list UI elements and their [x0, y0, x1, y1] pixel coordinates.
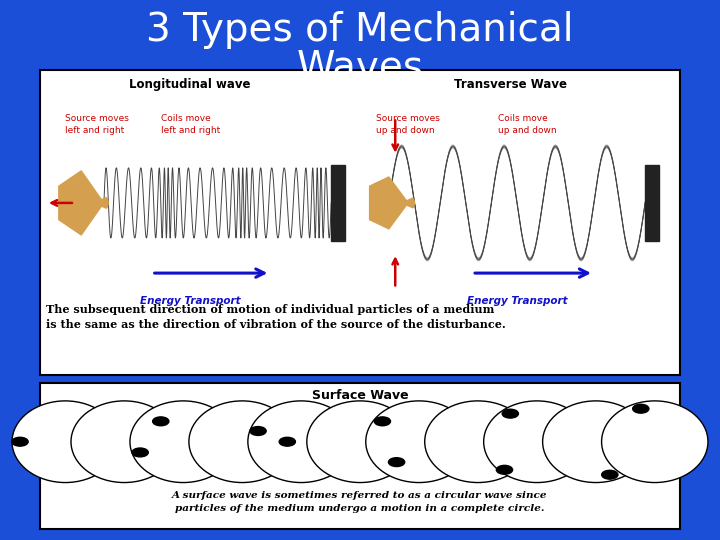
Wedge shape — [402, 198, 415, 208]
Text: Coils move
left and right: Coils move left and right — [161, 114, 220, 134]
Text: Transverse Wave: Transverse Wave — [454, 78, 567, 91]
Ellipse shape — [250, 427, 266, 435]
Ellipse shape — [633, 404, 649, 413]
Text: Coils move
up and down: Coils move up and down — [498, 114, 557, 134]
Text: Waves: Waves — [297, 49, 423, 86]
Ellipse shape — [12, 401, 118, 483]
Ellipse shape — [71, 401, 177, 483]
Text: Longitudinal wave: Longitudinal wave — [130, 78, 251, 91]
Ellipse shape — [602, 401, 708, 483]
FancyBboxPatch shape — [40, 383, 680, 529]
Ellipse shape — [132, 448, 148, 457]
Bar — [331, 165, 346, 241]
Ellipse shape — [502, 409, 518, 418]
Ellipse shape — [602, 470, 618, 479]
Ellipse shape — [153, 417, 169, 426]
Text: Surface Wave: Surface Wave — [312, 389, 408, 402]
Ellipse shape — [279, 437, 295, 446]
Polygon shape — [59, 171, 104, 235]
Text: Energy Transport: Energy Transport — [467, 296, 567, 306]
Ellipse shape — [484, 401, 590, 483]
Ellipse shape — [374, 417, 390, 426]
Text: 3 Types of Mechanical: 3 Types of Mechanical — [146, 11, 574, 49]
Ellipse shape — [425, 401, 531, 483]
FancyBboxPatch shape — [40, 70, 680, 375]
Ellipse shape — [130, 401, 236, 483]
Ellipse shape — [543, 401, 649, 483]
Text: Source moves
up and down: Source moves up and down — [376, 114, 440, 134]
Ellipse shape — [389, 458, 405, 467]
Text: Source moves
left and right: Source moves left and right — [66, 114, 129, 134]
Ellipse shape — [248, 401, 354, 483]
Wedge shape — [94, 198, 108, 208]
Text: Energy Transport: Energy Transport — [140, 296, 240, 306]
Text: The subsequent direction of motion of individual particles of a medium
is the sa: The subsequent direction of motion of in… — [46, 303, 505, 329]
Text: A surface wave is sometimes referred to as a circular wave since
particles of th: A surface wave is sometimes referred to … — [172, 490, 548, 513]
Ellipse shape — [189, 401, 295, 483]
Bar — [645, 165, 660, 241]
Ellipse shape — [307, 401, 413, 483]
Ellipse shape — [366, 401, 472, 483]
Ellipse shape — [496, 465, 513, 474]
Ellipse shape — [12, 437, 28, 446]
Polygon shape — [369, 177, 408, 229]
